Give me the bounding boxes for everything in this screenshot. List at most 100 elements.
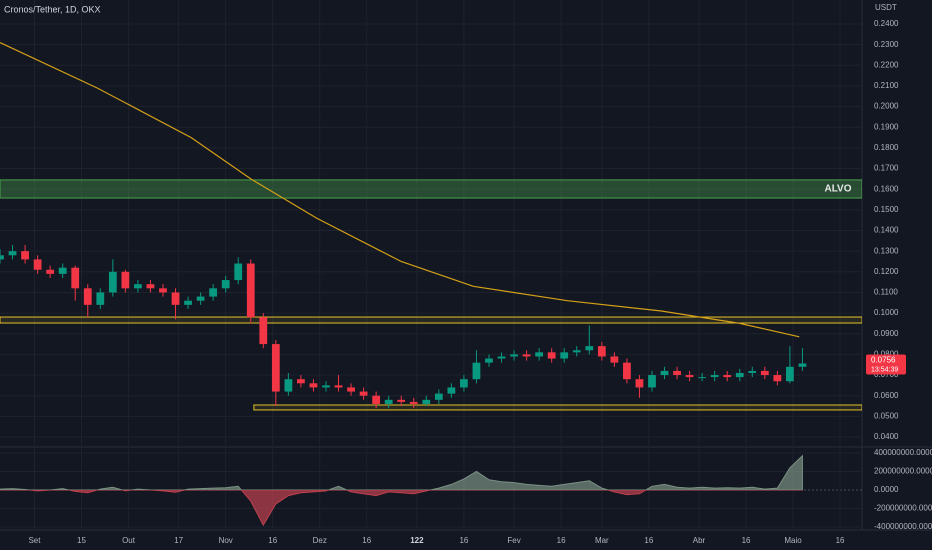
- candle-body: [698, 377, 707, 379]
- y-unit: USDT: [875, 3, 897, 12]
- target-label: ALVO: [824, 184, 851, 195]
- candle-body: [723, 375, 732, 378]
- y-tick-label: 0.2200: [874, 60, 899, 69]
- moving-average: [0, 42, 800, 338]
- y-tick-label: 0.1400: [874, 226, 899, 235]
- candle-body: [384, 399, 393, 404]
- y-tick-label: 0.0900: [874, 329, 899, 338]
- candle-body: [347, 387, 355, 392]
- x-tick-label: Out: [122, 536, 136, 545]
- y-tick-label: 0.1200: [874, 267, 899, 276]
- y-tick-label: 0.1600: [874, 184, 899, 193]
- candle-body: [297, 379, 305, 384]
- candle-body: [585, 346, 594, 351]
- y-tick-label: 0.1800: [874, 143, 899, 152]
- candle-body: [685, 375, 694, 378]
- x-tick-label: 16: [557, 536, 566, 545]
- price-tag: [866, 354, 906, 375]
- oscillator-positive: [0, 454, 803, 490]
- y-tick-label: 0.0500: [874, 411, 899, 420]
- y-tick-label: 0.2400: [874, 19, 899, 28]
- target-zone: [0, 179, 862, 199]
- candle-body: [8, 251, 17, 256]
- candle-body: [510, 354, 518, 357]
- candle-body: [485, 358, 493, 363]
- x-tick-label: 17: [174, 536, 183, 545]
- y-tick-label: 0.1300: [874, 246, 899, 255]
- candle-body: [610, 356, 619, 363]
- candle-body: [171, 292, 180, 305]
- candle-body: [434, 393, 443, 400]
- candle-body: [535, 352, 544, 357]
- candle-body: [409, 401, 418, 404]
- y2-tick-label: 400000000.0000: [874, 448, 932, 457]
- y-tick-label: 0.0400: [874, 432, 899, 441]
- candle-body: [648, 375, 656, 388]
- candle-body: [46, 269, 55, 274]
- candle-body: [259, 317, 268, 345]
- x-tick-label: Mar: [595, 536, 609, 545]
- candle-body: [146, 284, 155, 289]
- candle-body: [372, 395, 381, 404]
- y-tick-label: 0.1900: [874, 122, 899, 131]
- x-tick-label: Nov: [219, 536, 233, 545]
- candle-body: [159, 288, 167, 293]
- y-tick-label: 0.1500: [874, 205, 899, 214]
- candle-body: [660, 370, 669, 376]
- x-tick-label: 16: [836, 536, 845, 545]
- y2-tick-label: 0.0000: [874, 485, 899, 494]
- x-tick-label: 16: [644, 536, 653, 545]
- chart-title: Cronos/Tether, 1D, OKX: [4, 4, 101, 14]
- y-tick-label: 0.1000: [874, 308, 899, 317]
- candle-body: [522, 354, 531, 357]
- candle-body: [184, 300, 192, 305]
- candle-body: [334, 385, 343, 388]
- candle-body: [234, 263, 243, 281]
- x-tick-label: Abr: [693, 536, 706, 545]
- y-tick-label: 0.2300: [874, 40, 899, 49]
- candle-body: [71, 267, 80, 289]
- candle-body: [21, 251, 29, 260]
- candle-body: [460, 379, 468, 388]
- y-tick-label: 0.2100: [874, 81, 899, 90]
- candle-body: [560, 352, 569, 359]
- x-tick-label: Set: [28, 536, 41, 545]
- price-tag-countdown: 13:54:39: [871, 366, 898, 373]
- x-tick-label: 16: [268, 536, 277, 545]
- candle-body: [221, 280, 230, 289]
- candle-body: [786, 366, 794, 382]
- candle-body: [209, 288, 218, 297]
- y-tick-label: 0.2000: [874, 102, 899, 111]
- candle-body: [134, 284, 142, 289]
- candle-body: [309, 383, 318, 388]
- candle-body: [760, 370, 769, 376]
- candle-body: [735, 372, 744, 378]
- candle-body: [0, 255, 4, 260]
- candle-body: [58, 267, 67, 274]
- candle-body: [447, 387, 456, 394]
- candle-body: [673, 370, 681, 376]
- oscillator-negative: [0, 490, 803, 527]
- x-tick-label: Maio: [784, 536, 802, 545]
- y-tick-label: 0.0600: [874, 391, 899, 400]
- candle-body: [359, 391, 368, 396]
- candle-body: [271, 344, 280, 392]
- candle-body: [397, 399, 406, 402]
- candle-body: [121, 271, 130, 289]
- y-tick-label: 0.1700: [874, 164, 899, 173]
- candle-body: [472, 362, 481, 380]
- x-tick-label: 122: [410, 536, 424, 545]
- candle-body: [748, 370, 757, 373]
- x-tick-label: Dez: [313, 536, 327, 545]
- candle-body: [597, 346, 606, 357]
- y-tick-label: 0.0800: [874, 350, 899, 359]
- candle-body: [196, 296, 205, 301]
- x-tick-label: 16: [362, 536, 371, 545]
- candle-body: [623, 362, 631, 380]
- level-zone: [253, 404, 862, 411]
- candle-body: [773, 375, 782, 382]
- y-tick-label: 0.0700: [874, 370, 899, 379]
- candle-body: [83, 288, 92, 305]
- x-tick-label: 16: [459, 536, 468, 545]
